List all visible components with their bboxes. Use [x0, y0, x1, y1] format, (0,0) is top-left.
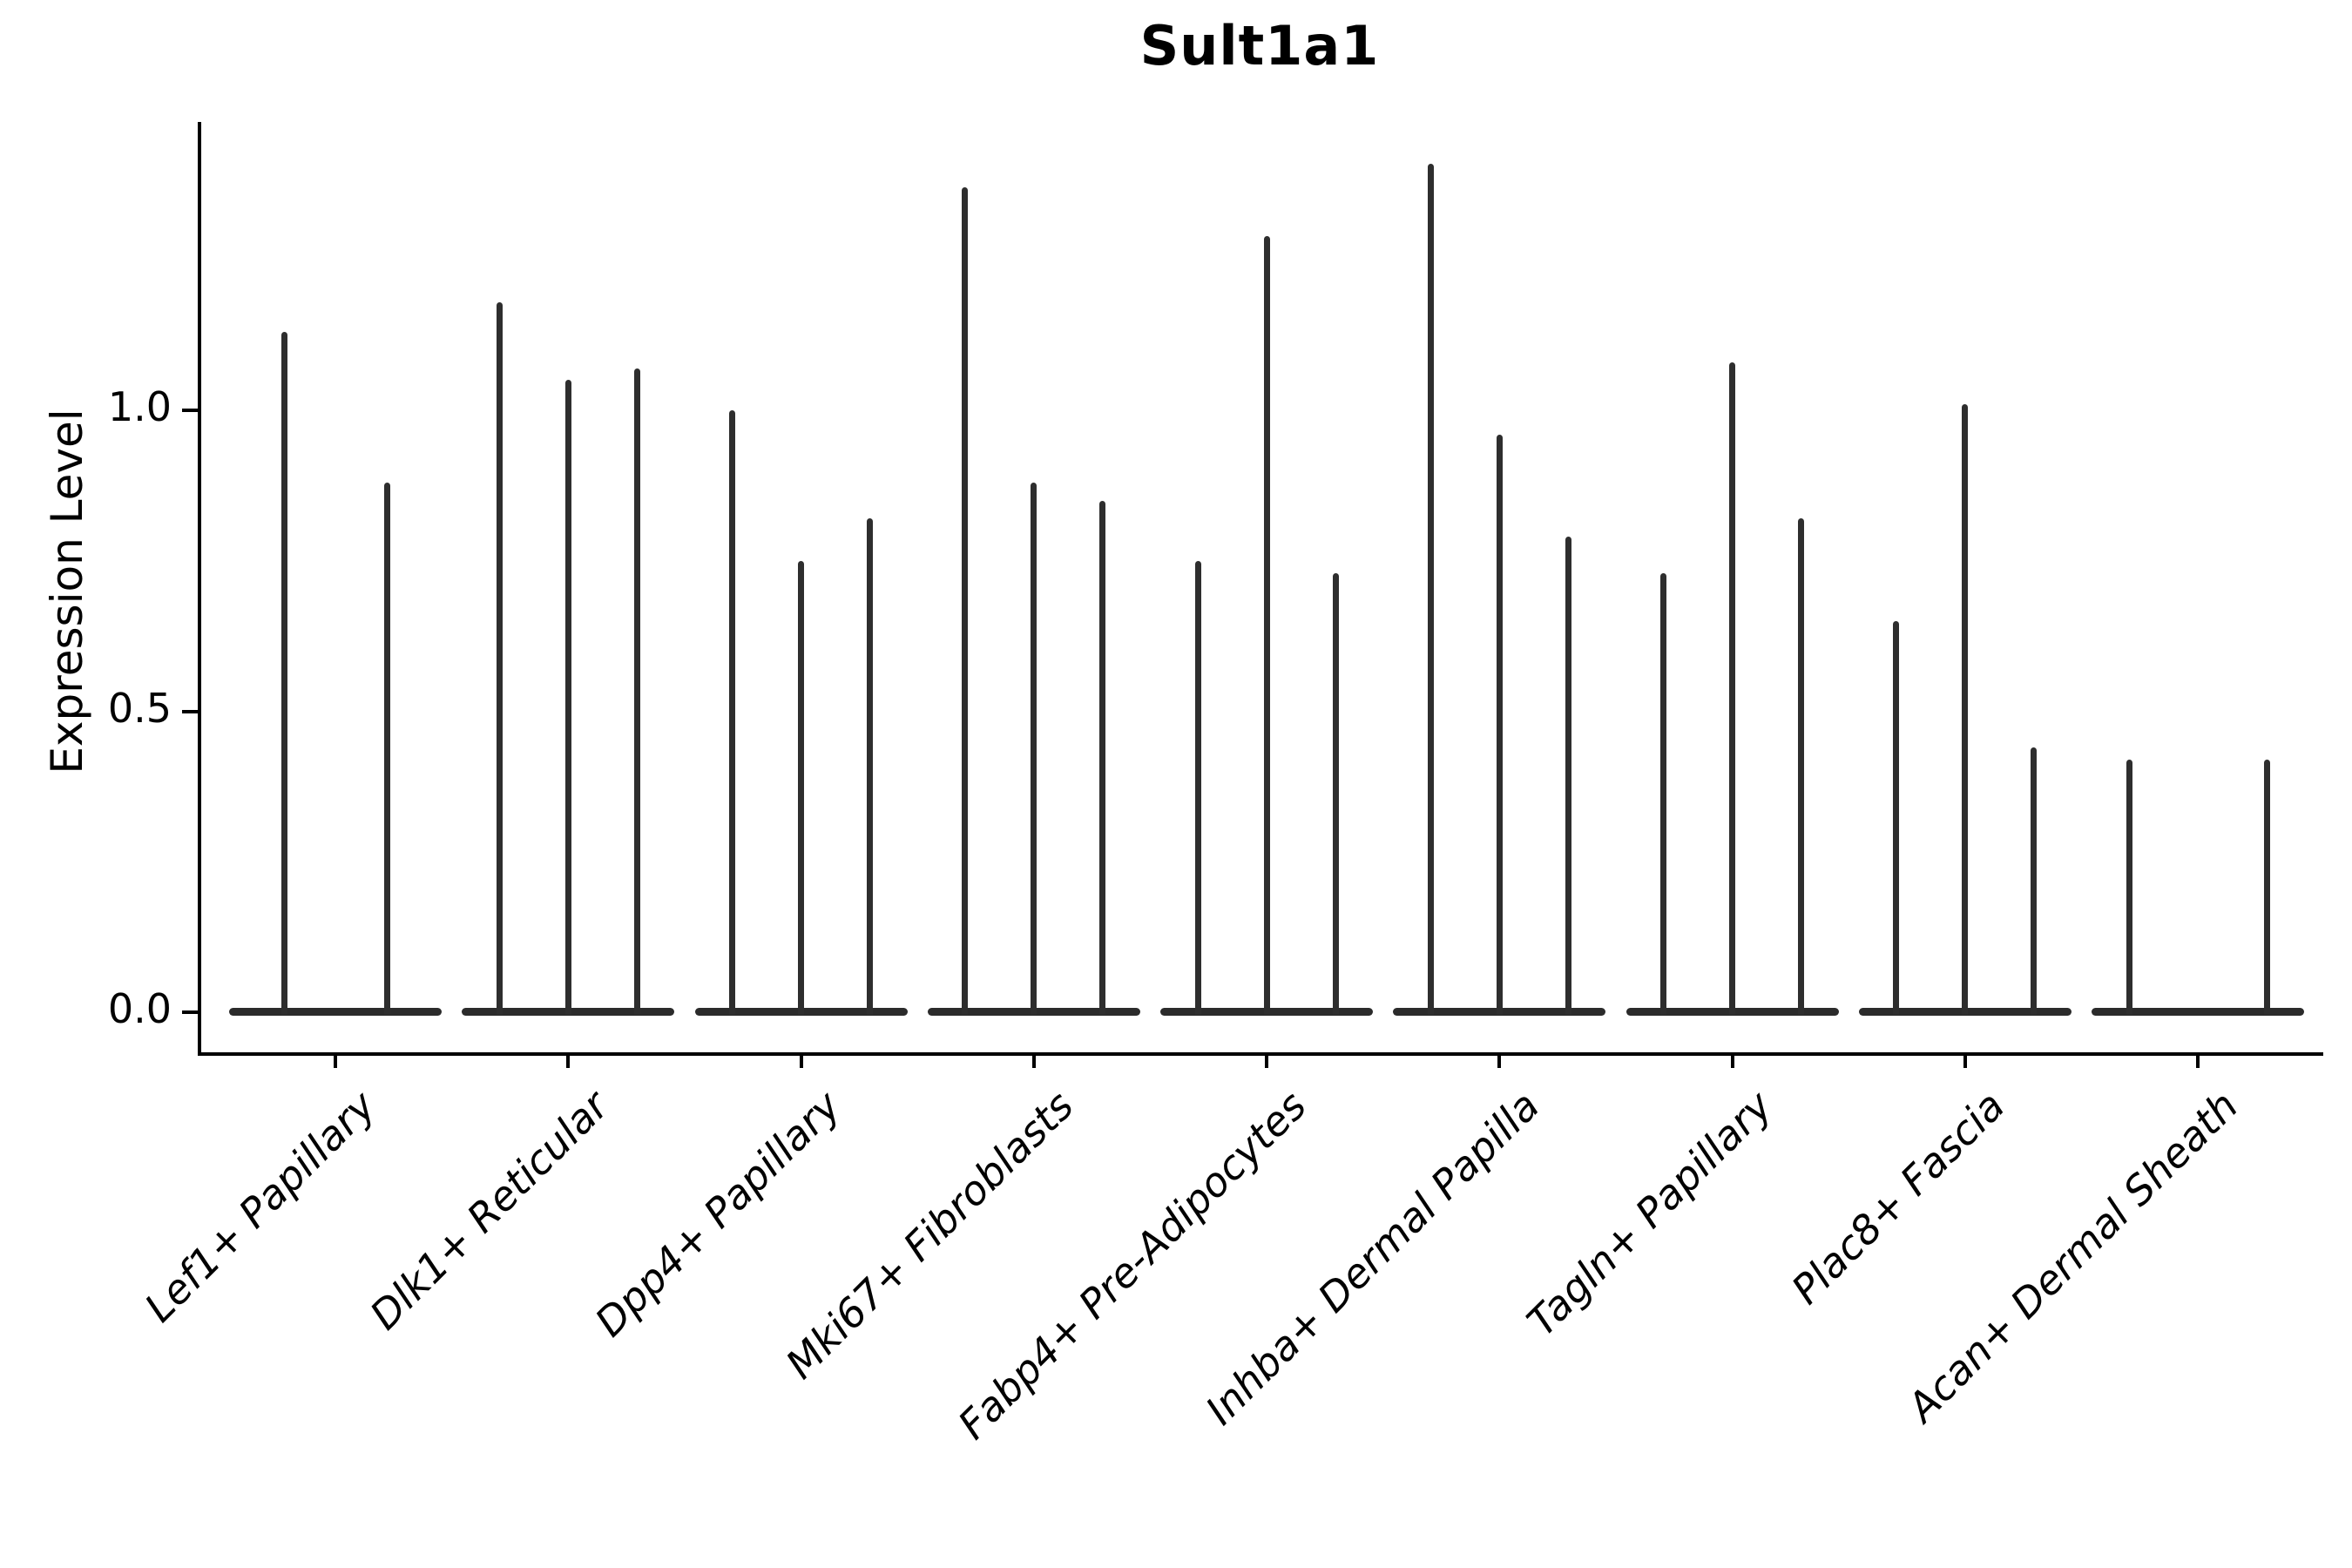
violin-spike	[2126, 759, 2132, 1015]
y-tick	[182, 1010, 198, 1014]
y-tick-label: 1.0	[107, 383, 172, 430]
violin-spike	[1729, 362, 1735, 1015]
violin-spike	[633, 368, 640, 1015]
violin-spike	[867, 518, 873, 1015]
x-tick	[1963, 1052, 1967, 1068]
y-axis-spine	[198, 122, 201, 1056]
x-tick	[1730, 1052, 1734, 1068]
violin-spike	[1332, 572, 1339, 1015]
x-tick	[334, 1052, 337, 1068]
violin-spike	[962, 187, 969, 1015]
violin-spike	[729, 410, 735, 1015]
violin-spike	[2031, 747, 2038, 1015]
violin-spike	[1962, 404, 1969, 1015]
violin-spike	[1263, 235, 1270, 1015]
x-tick	[1497, 1052, 1502, 1068]
x-tick	[566, 1052, 571, 1068]
violin-spike	[1099, 500, 1106, 1015]
violin-spike	[798, 560, 804, 1015]
chart-title: Sult1a1	[1139, 14, 1380, 78]
x-tick	[1265, 1052, 1268, 1068]
violin-spike	[1893, 620, 1900, 1015]
violin-spike	[496, 301, 503, 1015]
violin-spike	[1194, 560, 1201, 1015]
violin-spike	[1798, 518, 1804, 1015]
violin-spike	[383, 482, 390, 1015]
violin-spike	[1660, 572, 1666, 1015]
violin-spike	[564, 380, 571, 1015]
y-tick	[182, 709, 198, 713]
x-tick	[799, 1052, 803, 1068]
y-tick-label: 0.5	[107, 684, 172, 732]
violin-base	[229, 1008, 442, 1016]
x-tick-label: Dpp4+ Papillary	[586, 1082, 850, 1346]
violin-spike	[280, 332, 287, 1015]
violin-base	[2092, 1008, 2304, 1016]
y-tick-label: 0.0	[107, 985, 172, 1032]
violin-spike	[1565, 537, 1571, 1015]
violin-spike	[1427, 163, 1434, 1015]
x-tick-label: Plac8+ Fascia	[1782, 1082, 2014, 1314]
x-tick-label: Dlk1+ Reticular	[360, 1082, 618, 1339]
violin-spike	[2263, 759, 2270, 1015]
y-tick	[182, 409, 198, 412]
x-tick-label: Lef1+ Papillary	[135, 1082, 385, 1331]
x-tick	[2196, 1052, 2200, 1068]
x-tick-label: Tagln+ Papillary	[1517, 1082, 1781, 1346]
x-tick	[1031, 1052, 1036, 1068]
violin-spike	[1496, 434, 1503, 1015]
x-axis-spine	[198, 1052, 2323, 1056]
violin-spike	[1031, 482, 1037, 1015]
